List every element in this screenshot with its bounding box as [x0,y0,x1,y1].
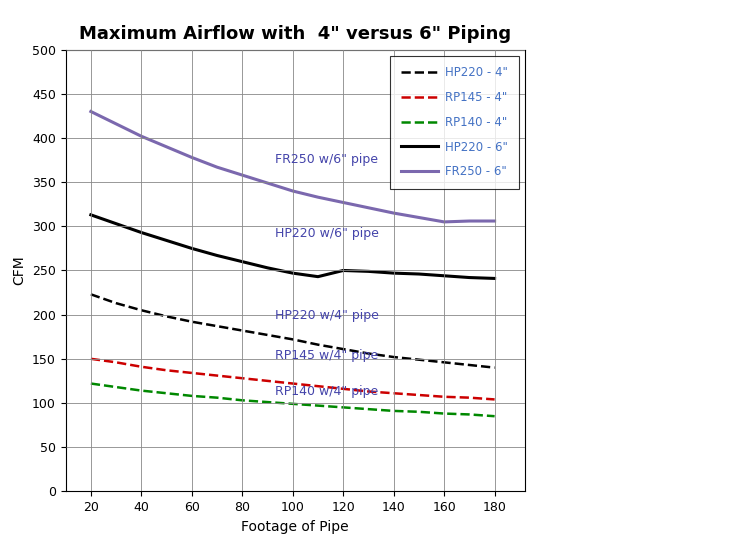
HP220 - 4" [162,313,171,320]
RP145 - 4" [87,355,95,362]
FR250 - 6" [440,219,448,225]
FR250 - 6" [213,164,222,171]
X-axis label: Footage of Pipe: Footage of Pipe [241,519,349,534]
HP220 - 6" [364,268,373,275]
HP220 - 4" [364,350,373,357]
FR250 - 6" [87,108,95,115]
Line: FR250 - 6": FR250 - 6" [91,112,494,222]
Line: HP220 - 4": HP220 - 4" [91,294,494,368]
HP220 - 4" [112,300,120,306]
RP140 - 4" [415,408,424,415]
Line: RP140 - 4": RP140 - 4" [91,384,494,416]
FR250 - 6" [238,172,246,178]
RP140 - 4" [440,410,448,417]
RP145 - 4" [465,394,474,401]
FR250 - 6" [465,217,474,224]
Text: HP220 w/6" pipe: HP220 w/6" pipe [275,227,379,240]
FR250 - 6" [415,214,424,221]
HP220 - 4" [313,341,322,348]
Y-axis label: CFM: CFM [12,256,26,285]
RP145 - 4" [364,388,373,395]
HP220 - 6" [339,267,348,274]
HP220 - 6" [213,252,222,259]
RP145 - 4" [137,363,146,370]
HP220 - 4" [465,362,474,368]
HP220 - 4" [339,346,348,352]
FR250 - 6" [137,133,146,140]
HP220 - 4" [213,323,222,330]
RP140 - 4" [263,399,272,405]
FR250 - 6" [313,194,322,200]
HP220 - 6" [440,273,448,279]
HP220 - 6" [465,274,474,281]
Text: RP140 w/4" pipe: RP140 w/4" pipe [275,385,378,398]
RP140 - 4" [313,402,322,409]
RP145 - 4" [339,385,348,392]
RP145 - 4" [313,383,322,390]
RP140 - 4" [389,407,398,414]
HP220 - 6" [389,270,398,277]
FR250 - 6" [289,188,297,194]
HP220 - 4" [415,357,424,363]
HP220 - 4" [490,364,499,371]
Line: RP145 - 4": RP145 - 4" [91,359,494,400]
RP145 - 4" [263,378,272,384]
HP220 - 4" [238,327,246,334]
RP145 - 4" [162,367,171,374]
HP220 - 6" [238,258,246,265]
RP140 - 4" [112,384,120,390]
HP220 - 4" [289,336,297,343]
HP220 - 4" [187,319,196,325]
RP140 - 4" [289,401,297,407]
RP145 - 4" [289,380,297,387]
Legend: HP220 - 4", RP145 - 4", RP140 - 4", HP220 - 6", FR250 - 6": HP220 - 4", RP145 - 4", RP140 - 4", HP22… [390,56,519,189]
RP140 - 4" [238,397,246,404]
RP145 - 4" [440,394,448,400]
RP145 - 4" [238,375,246,381]
HP220 - 4" [263,332,272,338]
RP145 - 4" [213,372,222,379]
RP145 - 4" [415,392,424,399]
Text: HP220 w/4" pipe: HP220 w/4" pipe [275,309,379,322]
RP145 - 4" [187,370,196,376]
FR250 - 6" [162,144,171,150]
FR250 - 6" [364,204,373,211]
FR250 - 6" [339,199,348,206]
FR250 - 6" [263,180,272,187]
HP220 - 4" [389,354,398,360]
Title: Maximum Airflow with  4" versus 6" Piping: Maximum Airflow with 4" versus 6" Piping [79,25,511,43]
RP140 - 4" [213,394,222,401]
RP145 - 4" [112,359,120,365]
RP140 - 4" [137,388,146,394]
RP145 - 4" [389,390,398,396]
FR250 - 6" [389,210,398,216]
RP140 - 4" [490,413,499,420]
FR250 - 6" [490,217,499,224]
HP220 - 6" [162,237,171,244]
RP140 - 4" [364,406,373,412]
HP220 - 4" [137,307,146,314]
HP220 - 6" [87,211,95,218]
HP220 - 6" [289,270,297,277]
HP220 - 6" [415,270,424,277]
HP220 - 6" [313,273,322,280]
RP140 - 4" [339,404,348,411]
Text: RP145 w/4" pipe: RP145 w/4" pipe [275,349,378,362]
Line: HP220 - 6": HP220 - 6" [91,215,494,278]
Text: FR250 w/6" pipe: FR250 w/6" pipe [275,153,378,166]
HP220 - 6" [112,220,120,227]
RP140 - 4" [187,392,196,399]
HP220 - 4" [440,359,448,365]
RP140 - 4" [87,380,95,387]
RP145 - 4" [490,396,499,403]
HP220 - 6" [263,264,272,271]
FR250 - 6" [112,120,120,127]
FR250 - 6" [187,154,196,161]
RP140 - 4" [162,390,171,396]
HP220 - 6" [490,275,499,282]
HP220 - 6" [137,229,146,236]
HP220 - 4" [87,291,95,298]
HP220 - 6" [187,245,196,252]
RP140 - 4" [465,411,474,418]
